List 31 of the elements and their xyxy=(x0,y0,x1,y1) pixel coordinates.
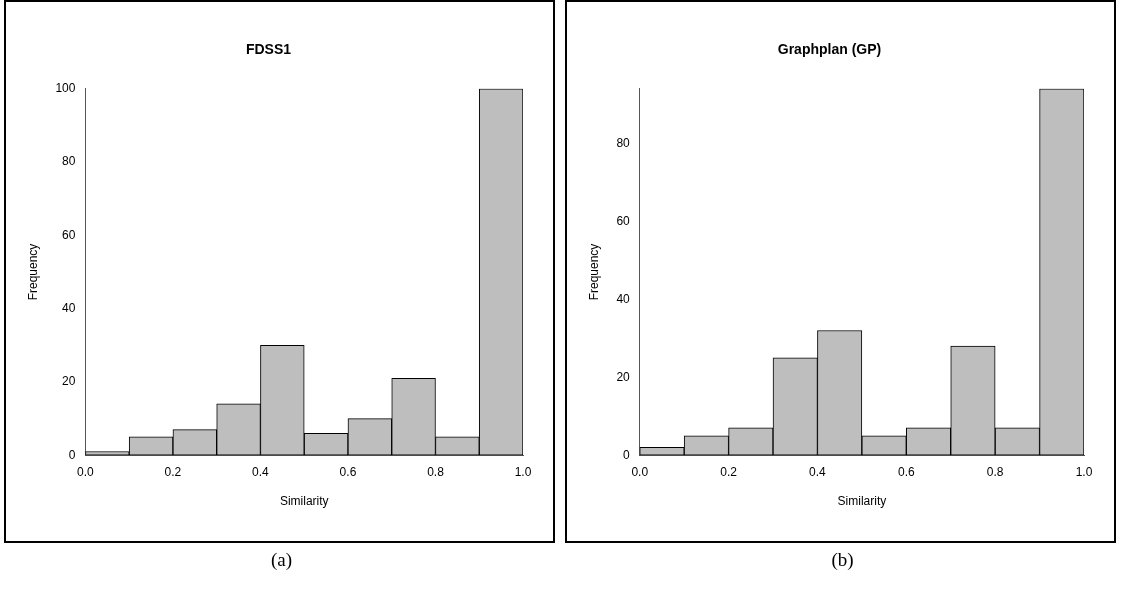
chart-title: Graphplan (GP) xyxy=(777,41,882,58)
chart-title: FDSS1 xyxy=(245,41,292,58)
y-tick-label: 60 xyxy=(62,227,76,242)
y-tick-label: 40 xyxy=(62,300,76,315)
x-tick-label: 0.2 xyxy=(720,464,738,479)
x-tick-label: 0.8 xyxy=(986,464,1004,479)
y-axis-title: Frequency xyxy=(25,243,40,301)
y-tick-label: 60 xyxy=(616,213,631,228)
x-tick-label: 0.4 xyxy=(252,464,270,479)
y-tick-label: 20 xyxy=(616,369,631,384)
x-tick-label: 1.0 xyxy=(1075,464,1093,479)
x-tick-label: 0.6 xyxy=(339,464,357,479)
text: (b) xyxy=(830,549,855,571)
x-tick-label: 1.0 xyxy=(514,464,532,479)
x-tick-label: 0.0 xyxy=(631,464,649,479)
y-tick-label: 20 xyxy=(62,374,76,389)
y-tick-label: 80 xyxy=(616,135,631,150)
y-tick-label: 80 xyxy=(62,154,76,169)
y-axis-title: Frequency xyxy=(586,243,601,301)
text: (a) xyxy=(269,549,294,571)
x-axis-title: Similarity xyxy=(837,494,887,509)
x-tick-label: 0.6 xyxy=(897,464,915,479)
x-tick-label: 0.0 xyxy=(77,464,95,479)
x-axis-title: Similarity xyxy=(279,494,329,509)
x-tick-label: 0.8 xyxy=(427,464,445,479)
x-tick-label: 0.4 xyxy=(809,464,827,479)
y-tick-label: 0 xyxy=(623,447,631,462)
y-tick-label: 40 xyxy=(616,291,631,306)
y-tick-label: 100 xyxy=(55,81,76,96)
x-tick-label: 0.2 xyxy=(164,464,182,479)
y-tick-label: 0 xyxy=(68,447,76,462)
